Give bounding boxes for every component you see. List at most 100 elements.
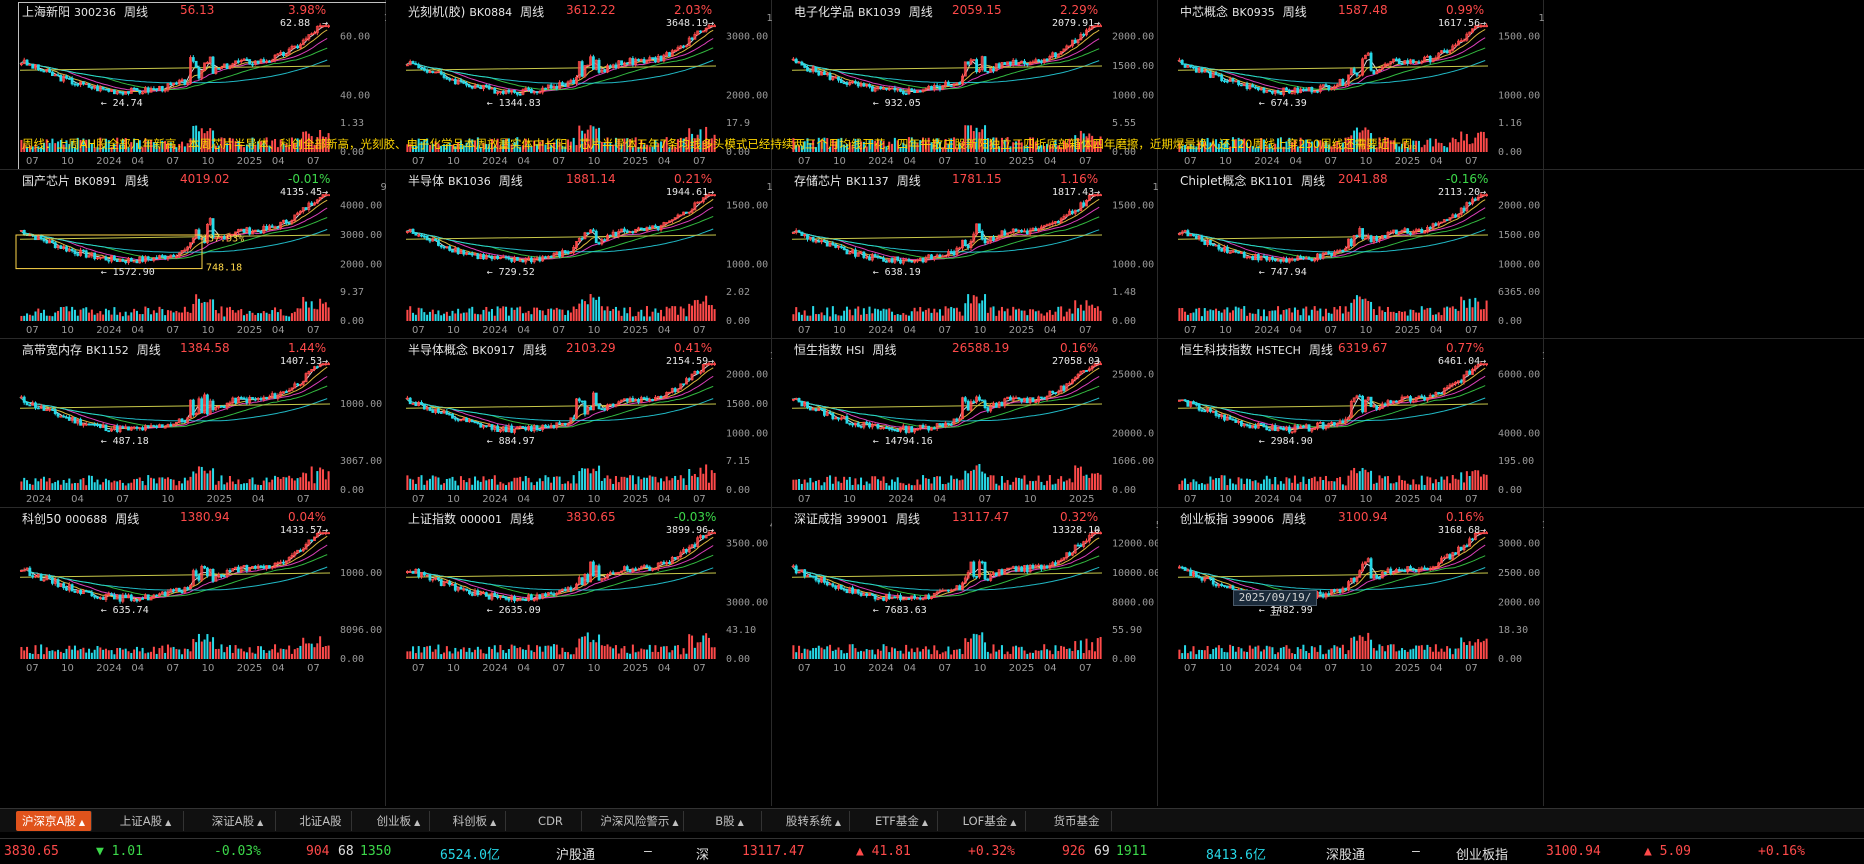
volume-bar — [631, 644, 634, 659]
last-price: 2103.29 — [566, 341, 616, 355]
volume-bar — [147, 652, 150, 659]
volume-bar — [1389, 140, 1392, 152]
kline-panel[interactable]: 电子化学品BK1039周线2059.152.29%540万手2079.91→←9… — [772, 0, 1158, 169]
candle-body — [611, 231, 615, 237]
candle-body — [132, 426, 136, 429]
volume-bar — [882, 141, 885, 152]
candle-body — [1378, 68, 1381, 73]
volume-bar — [1017, 139, 1020, 152]
kline-panel[interactable]: 高带宽内存BK1152周线1384.581.44%416万手1407.53→←4… — [0, 338, 386, 507]
kline-panel[interactable]: 上海新阳300236周线56.133.98%13.7万手62.88→←24.74… — [0, 0, 386, 169]
candle-body — [276, 226, 280, 229]
kline-chart[interactable]: 3648.19 →← 1344.833000.002000.0017.90.0007… — [386, 0, 772, 169]
volume-bar — [1091, 135, 1094, 152]
candle-body — [76, 253, 80, 256]
time-axis-tick: 04 — [131, 663, 144, 674]
volume-bar — [631, 316, 634, 321]
candle-body — [887, 88, 891, 91]
candle-body — [468, 84, 471, 88]
volume-bar — [995, 315, 998, 321]
candle-body — [1431, 394, 1435, 397]
candle-body — [510, 258, 514, 262]
candle-body — [842, 246, 846, 251]
candle-body — [121, 594, 125, 602]
volume-bar — [1465, 307, 1468, 321]
kline-panel[interactable]: 光刻机(胶)BK0884周线3612.222.03%1684万手3648.19→… — [386, 0, 772, 169]
candle-body — [529, 594, 533, 601]
candle-body — [930, 254, 933, 260]
volume-bar — [538, 310, 541, 321]
volume-bar — [428, 144, 431, 152]
candle-body — [946, 81, 950, 87]
candle-body — [955, 82, 959, 85]
kline-panel[interactable]: 科创50000688周线1380.940.04%759万手1433.57→←63… — [0, 507, 386, 676]
kline-panel[interactable]: 半导体BK1036周线1881.140.21%1923万手1944.61→←72… — [386, 169, 772, 338]
volume-bar — [471, 139, 474, 152]
kline-panel[interactable]: 恒生指数HSI周线26588.190.16%111亿手27058.03→←147… — [772, 338, 1158, 507]
candle-body — [924, 257, 928, 263]
volume-bar — [1443, 479, 1446, 490]
candle-body — [293, 214, 297, 221]
kline-panel[interactable]: 恒生科技指数HSTECH周线6319.670.77%19.2亿手6461.04→… — [1158, 338, 1544, 507]
candle-body — [1285, 87, 1288, 91]
kline-panel[interactable]: 上证指数000001周线3830.65-0.03%4.42亿手3899.96→←… — [386, 507, 772, 676]
volume-bar — [964, 303, 967, 321]
candle-body — [1482, 194, 1486, 197]
volume-bar — [104, 478, 107, 490]
candle-body — [1383, 403, 1387, 406]
volume-bar — [57, 480, 60, 490]
kline-panel[interactable]: Chiplet概念BK1101周线2041.88-0.16%554万手2113.… — [1158, 169, 1544, 338]
candle-body — [580, 400, 584, 403]
volume-bar — [107, 140, 110, 152]
volume-bar — [161, 309, 164, 321]
candle-body — [439, 245, 443, 248]
volume-bar — [313, 144, 316, 152]
volume-bar — [583, 468, 586, 490]
kline-panel[interactable]: 国产芯片BK0891周线4019.02-0.01%9176万手137.93%74… — [0, 169, 386, 338]
volume-bar — [583, 133, 586, 152]
kline-chart[interactable]: 2113.20 →← 747.942000.001500.001000.006365… — [1158, 169, 1544, 338]
volume-bar — [434, 476, 437, 490]
volume-bar — [262, 311, 265, 321]
candle-body — [651, 57, 654, 60]
volume-bar — [524, 476, 527, 490]
kline-panel[interactable]: 存储芯片BK1137周线1781.151.16%1540万手1817.43→←6… — [772, 169, 1158, 338]
volume-bar — [488, 479, 491, 490]
volume-bar — [313, 483, 316, 490]
candle-body — [304, 38, 308, 41]
volume-bar — [164, 140, 167, 152]
volume-bar — [71, 306, 74, 321]
volume-bar — [862, 308, 865, 321]
kline-chart[interactable]: 2079.91 →← 932.052000.001500.001000.005.55… — [772, 0, 1158, 169]
kline-chart[interactable]: 6461.04 →← 2984.906000.004000.00195.000.00… — [1158, 338, 1544, 507]
candle-body — [231, 63, 235, 67]
kline-panel[interactable]: 半导体概念BK0917周线2103.290.41%1.01亿手2154.59→←… — [386, 338, 772, 507]
volume-bar — [1268, 311, 1271, 321]
kline-chart[interactable]: 27058.03→← 14794.1625000.020000.01606.000… — [772, 338, 1158, 507]
volume-bar — [1017, 477, 1020, 490]
candle-body — [135, 260, 139, 264]
candle-body — [1369, 396, 1373, 408]
kline-chart[interactable]: 2154.59 →← 884.972000.001500.001000.007.15… — [386, 338, 772, 507]
volume-bar — [26, 313, 29, 321]
volume-bar — [575, 145, 578, 152]
volume-bar — [1417, 140, 1420, 152]
volume-bar — [423, 647, 426, 659]
volume-bar — [558, 476, 561, 490]
volume-bar — [967, 125, 970, 152]
candle-body — [637, 568, 640, 571]
candle-body — [1299, 425, 1302, 428]
kline-panel[interactable]: 中芯概念BK0935周线1587.480.99%1162万手1617.56→←6… — [1158, 0, 1544, 169]
candle-body — [659, 55, 663, 62]
kline-chart[interactable]: 3899.96 →← 2635.093500.003000.0043.100.000… — [386, 507, 772, 676]
volume-bar — [279, 478, 282, 490]
volume-bar — [1302, 308, 1305, 321]
